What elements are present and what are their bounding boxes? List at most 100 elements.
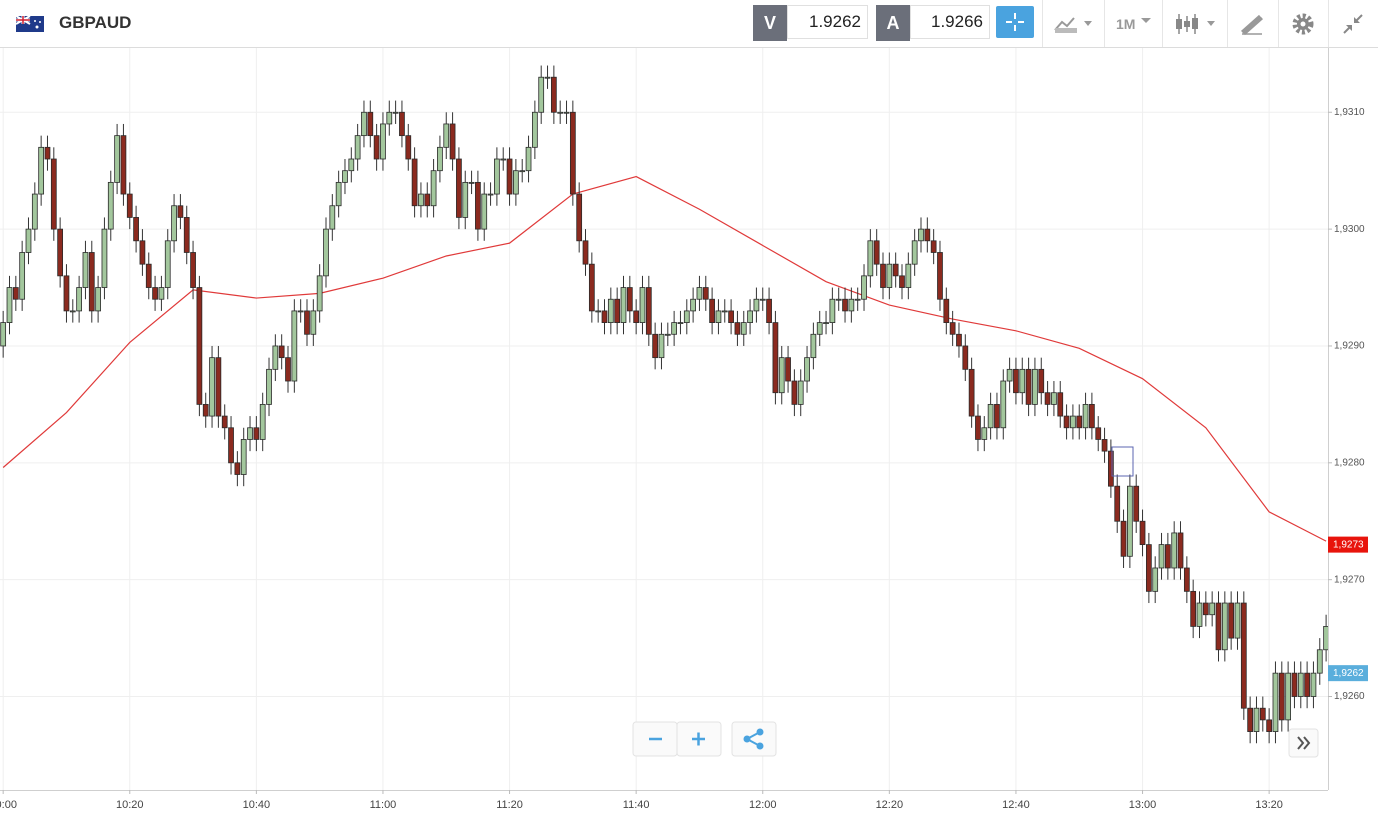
- candle-body: [949, 322, 956, 335]
- x-tick-label: 11:20: [496, 799, 523, 811]
- candle-body: [1323, 626, 1329, 651]
- candle-body: [842, 298, 848, 312]
- y-tick-label: 1,9300: [1334, 224, 1365, 235]
- sell-label[interactable]: V: [753, 5, 787, 41]
- candle-body: [1025, 368, 1032, 405]
- candle-body: [487, 193, 494, 196]
- candle-body: [133, 217, 139, 242]
- candle-body: [823, 322, 829, 324]
- candle-body: [987, 403, 994, 429]
- candle-body: [240, 439, 247, 475]
- candle-body: [614, 298, 621, 323]
- candle-body: [291, 310, 298, 382]
- candle-body: [272, 345, 279, 370]
- chart-type-button[interactable]: [1054, 14, 1096, 34]
- candle-body: [791, 380, 798, 405]
- candle-body: [835, 298, 842, 301]
- candle-body: [399, 111, 405, 137]
- candle-body: [354, 135, 361, 160]
- candle-body: [145, 263, 152, 288]
- candle-body: [772, 322, 779, 394]
- candle-body: [177, 205, 184, 218]
- candle-body: [924, 228, 931, 242]
- candle-body: [437, 146, 443, 172]
- candle-body: [892, 263, 899, 277]
- candle-body: [1209, 602, 1216, 616]
- candle-body: [31, 193, 38, 230]
- sell-price[interactable]: 1.9262: [787, 5, 868, 39]
- candle-body: [797, 380, 804, 405]
- candle-body: [867, 240, 874, 277]
- candle-body: [538, 76, 545, 113]
- candle-body: [975, 415, 981, 440]
- candle-body: [418, 193, 424, 207]
- candle-body: [1133, 485, 1140, 522]
- candle-body: [1145, 544, 1152, 592]
- candle-body: [386, 111, 393, 125]
- candle-body: [500, 158, 507, 161]
- moving-average-line: [2, 175, 1327, 542]
- candle-body: [873, 240, 880, 265]
- candle-body: [107, 181, 114, 230]
- candle-body: [683, 310, 690, 323]
- candle-body: [114, 135, 120, 183]
- timeframe-button[interactable]: 1M: [1116, 16, 1136, 32]
- selection-box: [1111, 446, 1134, 477]
- candle-body: [1297, 672, 1304, 697]
- candle-body: [721, 310, 728, 313]
- candle-body: [677, 322, 684, 324]
- candle-body: [1247, 707, 1254, 732]
- x-tick-label: 12:20: [876, 799, 904, 811]
- candle-body: [152, 287, 158, 300]
- grid: [0, 48, 1328, 790]
- buy-price[interactable]: 1.9266: [910, 5, 990, 39]
- candle-body: [82, 252, 89, 288]
- candle-body: [532, 111, 538, 148]
- candle-body: [519, 170, 526, 173]
- candles: [0, 65, 1329, 744]
- flag-icon: [16, 16, 44, 32]
- candle-body: [202, 403, 209, 417]
- candle-body: [626, 287, 633, 312]
- candle-body: [747, 310, 753, 323]
- candle-body: [449, 123, 456, 160]
- double-arrow-icon: [1297, 736, 1311, 750]
- candle-body: [234, 462, 241, 475]
- candle-body: [316, 275, 323, 312]
- candle-body: [569, 111, 576, 195]
- share-button[interactable]: [731, 721, 777, 757]
- candle-body: [576, 193, 583, 242]
- candle-body: [164, 240, 171, 288]
- candle-style-button[interactable]: [1175, 12, 1219, 36]
- candle-body: [1228, 602, 1235, 639]
- candle-body: [1215, 602, 1222, 651]
- candle-body: [1019, 368, 1026, 394]
- candle-body: [304, 310, 310, 335]
- candle-body: [430, 170, 437, 207]
- candle-body: [588, 263, 595, 312]
- candle-body: [468, 181, 475, 184]
- candle-body: [1253, 707, 1260, 732]
- candle-body: [0, 322, 7, 347]
- settings-button[interactable]: [1291, 12, 1315, 36]
- chart-background: [0, 48, 1378, 823]
- candle-body: [380, 123, 386, 160]
- candle-body: [696, 287, 703, 300]
- buy-label[interactable]: A: [876, 5, 910, 41]
- x-tick-label: 11:00: [370, 799, 397, 811]
- candle-body: [405, 135, 412, 160]
- crosshair-button[interactable]: [996, 6, 1034, 38]
- draw-button[interactable]: [1240, 12, 1264, 36]
- candle-body: [1171, 532, 1178, 569]
- y-tick-label: 1,9310: [1334, 107, 1365, 118]
- candle-body: [95, 287, 101, 312]
- candle-body: [221, 415, 228, 429]
- candle-body: [905, 263, 912, 288]
- y-tick-label: 1,9280: [1334, 457, 1365, 468]
- x-tick-label: 13:20: [1255, 799, 1283, 811]
- candle-body: [1202, 602, 1209, 616]
- collapse-button[interactable]: [1341, 12, 1365, 36]
- candle-body: [228, 427, 234, 464]
- candle-body: [804, 357, 810, 382]
- candle-body: [126, 193, 133, 218]
